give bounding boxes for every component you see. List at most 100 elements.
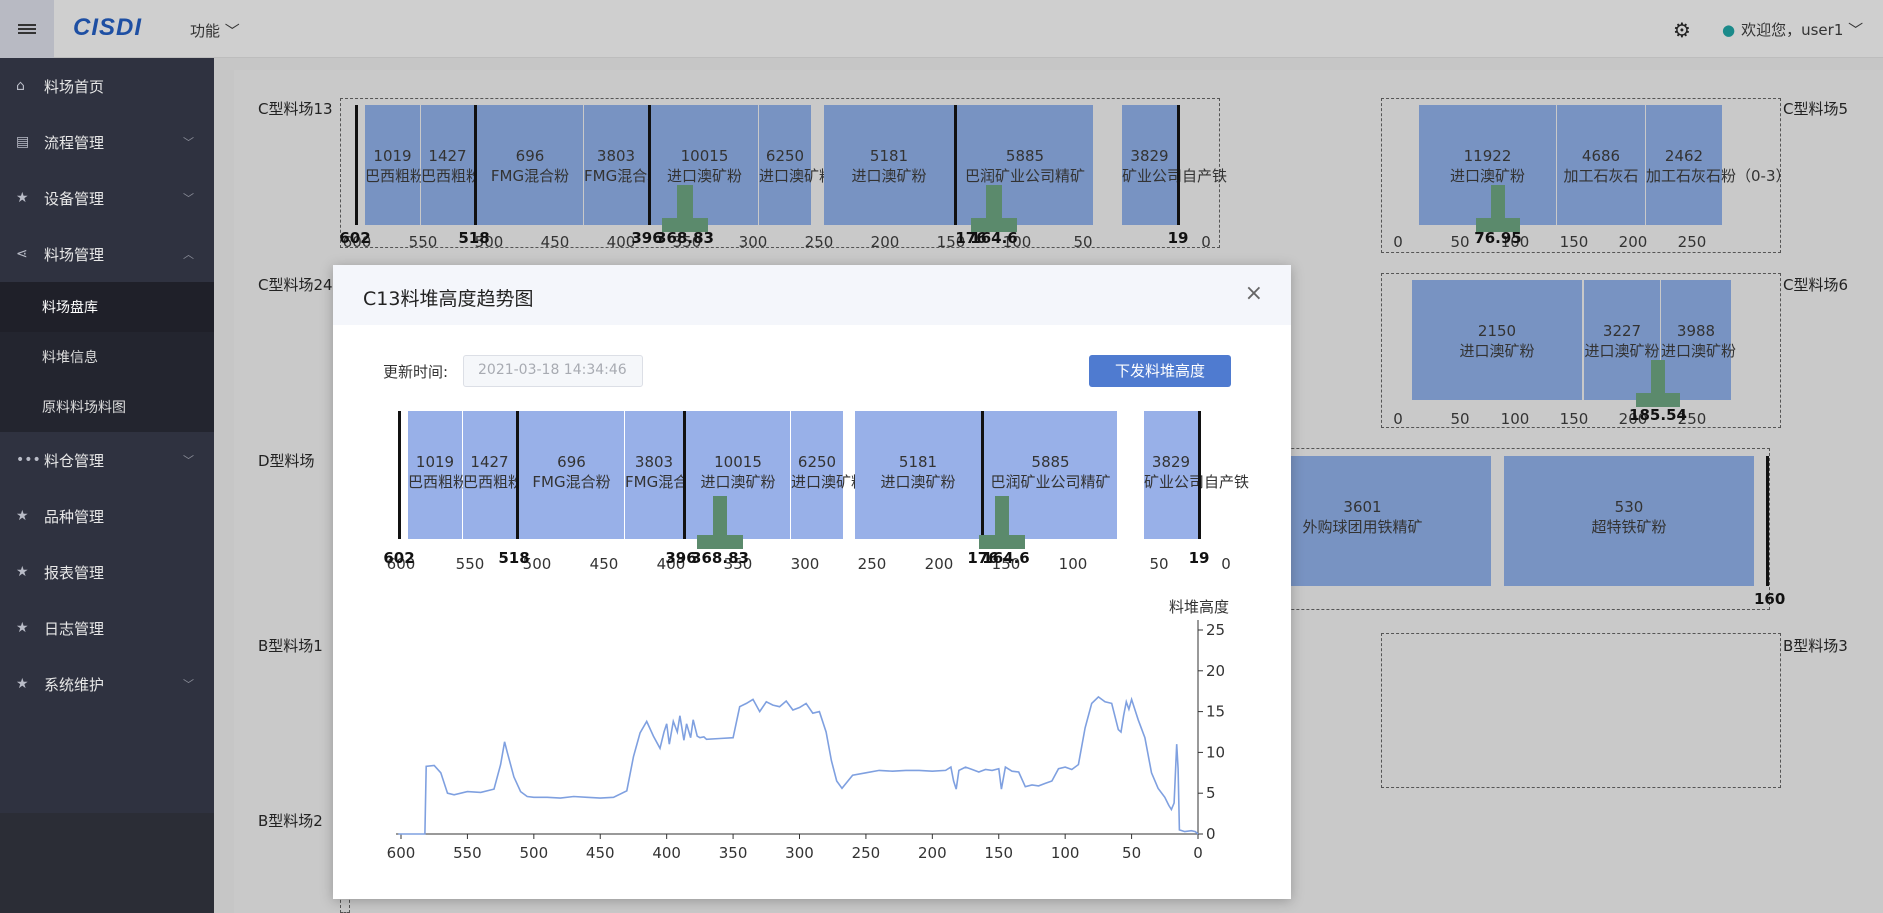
- chevron-down-icon: ﹀: [1848, 21, 1864, 39]
- star-icon: ★: [16, 564, 29, 580]
- sidebar-item-label: 系统维护: [44, 675, 105, 694]
- user-greeting: 欢迎您，: [1741, 21, 1802, 39]
- sidebar-item-yard-home[interactable]: ⌂ 料场首页: [0, 58, 214, 114]
- sidebar-item-system[interactable]: ★ 系统维护 ﹀: [0, 656, 214, 712]
- sidebar-item-yard-management[interactable]: ⋖ 料场管理 ︿: [0, 226, 214, 282]
- chevron-down-icon: ﹀: [183, 136, 194, 149]
- sidebar-item-variety[interactable]: ★ 品种管理: [0, 488, 214, 544]
- x-tick-label: 600: [387, 844, 416, 862]
- pile[interactable]: 5181 进口澳矿粉: [855, 411, 981, 539]
- pile[interactable]: 3803 FMG混合粉: [625, 411, 703, 539]
- pile[interactable]: 2462 加工石灰石粉（0-3）: [1646, 105, 1791, 225]
- d-axis: 160: [1754, 590, 1786, 608]
- pile[interactable]: 696 FMG混合粉: [519, 411, 624, 539]
- y-tick-label: 15: [1206, 703, 1225, 721]
- boundary-line: [648, 105, 651, 225]
- user-name: user1: [1801, 21, 1844, 39]
- close-icon[interactable]: ×: [1244, 281, 1263, 306]
- sidebar-item-log[interactable]: ★ 日志管理: [0, 600, 214, 656]
- yard-label-c13: C型料场13: [258, 100, 333, 118]
- user-icon: ●: [1722, 21, 1736, 39]
- document-icon: ▤: [16, 134, 30, 150]
- stacker-marker: [713, 496, 727, 541]
- boundary-line: [954, 105, 957, 225]
- stacker-marker: [971, 218, 1017, 232]
- y-tick-label: 10: [1206, 743, 1225, 761]
- y-tick-label: 25: [1206, 621, 1225, 639]
- sidebar-item-bin[interactable]: ••• 料仓管理 ﹀: [0, 432, 214, 488]
- star-icon: ★: [16, 676, 29, 692]
- pile[interactable]: 530 超特铁矿粉: [1504, 456, 1754, 586]
- boundary-line: [1198, 411, 1201, 539]
- pile[interactable]: 1427 巴西粗粉: [421, 105, 481, 225]
- chevron-up-icon: ︿: [183, 248, 194, 261]
- yard-c6: [1381, 273, 1781, 428]
- sidebar-item-equipment[interactable]: ★ 设备管理 ﹀: [0, 170, 214, 226]
- yard-label-b2: B型料场2: [258, 812, 323, 830]
- function-menu[interactable]: 功能 ﹀: [190, 20, 240, 41]
- x-tick-label: 200: [918, 844, 947, 862]
- pile[interactable]: 3829 矿业公司自产铁: [1122, 105, 1227, 225]
- pile[interactable]: 3803 FMG混合粉: [584, 105, 662, 225]
- pile[interactable]: 10015 进口澳矿粉: [686, 411, 790, 539]
- modal-header: C13料堆高度趋势图 ×: [333, 265, 1291, 325]
- boundary-line: [1766, 456, 1769, 586]
- pile[interactable]: 2150 进口澳矿粉: [1412, 280, 1582, 400]
- x-tick-label: 100: [1051, 844, 1080, 862]
- boundary-line: [683, 411, 686, 539]
- trend-modal: C13料堆高度趋势图 × 更新时间: 2021-03-18 14:34:46 下…: [333, 265, 1291, 899]
- function-menu-label: 功能: [190, 22, 221, 40]
- pile[interactable]: 6250 进口澳矿粉: [791, 411, 866, 539]
- stacker-marker: [979, 535, 1025, 549]
- sidebar-item-report[interactable]: ★ 报表管理: [0, 544, 214, 600]
- stacker-marker: [995, 496, 1009, 541]
- x-tick-label: 0: [1193, 844, 1203, 862]
- x-tick-label: 250: [852, 844, 881, 862]
- x-tick-label: 150: [984, 844, 1013, 862]
- stacker-marker: [662, 218, 708, 232]
- c5-axis: 0 50 100 150 200 250 76.95: [1393, 229, 1707, 251]
- yard-label-b3: B型料场3: [1783, 637, 1848, 655]
- c13-axis: 600 550 500 450 400 350 300 250 200 150 …: [339, 229, 1211, 251]
- pile[interactable]: 3227 进口澳矿粉: [1584, 280, 1660, 400]
- x-tick-label: 550: [453, 844, 482, 862]
- height-series-line: [398, 695, 1199, 835]
- x-tick-label: 350: [719, 844, 748, 862]
- y-tick-label: 5: [1206, 784, 1216, 802]
- yard-label-b1: B型料场1: [258, 637, 323, 655]
- boundary-line: [1177, 105, 1180, 225]
- submenu-item-yard-map[interactable]: 原料料场料图: [42, 400, 126, 416]
- dots-icon: •••: [16, 452, 41, 468]
- modal-stacker-axis: 600 550 500 450 400 350 300 250 200 150 …: [383, 549, 1231, 573]
- hamburger-menu-icon[interactable]: [0, 0, 54, 58]
- pile[interactable]: 5885 巴润矿业公司精矿: [957, 105, 1093, 225]
- sidebar-item-label: 料场管理: [44, 245, 105, 264]
- sidebar-item-process[interactable]: ▤ 流程管理 ﹀: [0, 114, 214, 170]
- yard-label-c5: C型料场5: [1783, 100, 1849, 118]
- pile[interactable]: 1019 巴西粗粉: [408, 411, 468, 539]
- yard-label-d: D型料场: [258, 452, 315, 470]
- pile[interactable]: 1427 巴西粗粉: [463, 411, 523, 539]
- submenu-item-pile-info[interactable]: 料堆信息: [42, 350, 98, 366]
- stacker-marker: [1491, 185, 1505, 225]
- boundary-line: [398, 411, 401, 539]
- update-time-input[interactable]: 2021-03-18 14:34:46: [463, 355, 643, 387]
- pile[interactable]: 10015 进口澳矿粉: [651, 105, 758, 225]
- pile[interactable]: 1019 巴西粗粉: [365, 105, 425, 225]
- pile[interactable]: 6250 进口澳矿粉: [759, 105, 834, 225]
- pile[interactable]: 696 FMG混合粉: [477, 105, 583, 225]
- pile[interactable]: 5181 进口澳矿粉: [824, 105, 954, 225]
- sidebar-item-label: 设备管理: [44, 189, 105, 208]
- chevron-down-icon: ﹀: [183, 678, 194, 691]
- star-icon: ★: [16, 508, 29, 524]
- send-height-button[interactable]: 下发料堆高度: [1089, 355, 1231, 387]
- sidebar: ⌂ 料场首页 ▤ 流程管理 ﹀ ★ 设备管理 ﹀ ⋖ 料场管理 ︿ 料场盘库 料…: [0, 58, 214, 913]
- submenu-item-inventory[interactable]: 料场盘库: [0, 282, 214, 332]
- stacker-marker: [697, 535, 743, 549]
- pile[interactable]: 11922 进口澳矿粉: [1419, 105, 1556, 225]
- pile[interactable]: 3988 进口澳矿粉: [1661, 280, 1736, 400]
- gear-icon[interactable]: ⚙: [1673, 18, 1691, 42]
- user-menu[interactable]: ● 欢迎您，user1 ﹀: [1722, 19, 1863, 40]
- sidebar-item-label: 料仓管理: [44, 451, 105, 470]
- pile[interactable]: 4686 加工石灰石: [1557, 105, 1645, 225]
